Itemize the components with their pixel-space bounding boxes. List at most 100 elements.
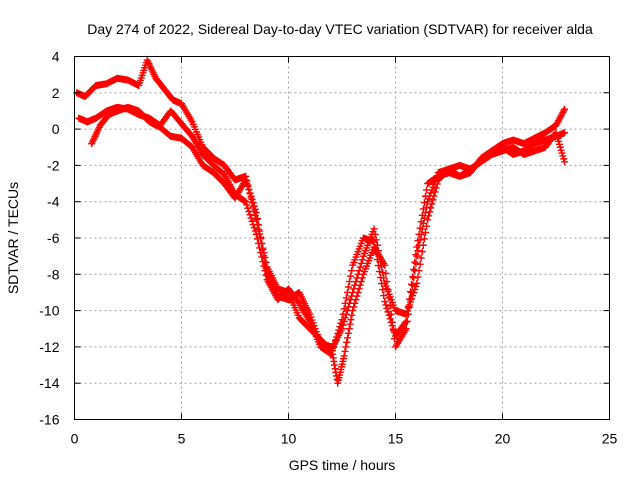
y-tick-label: -16 [39, 412, 59, 428]
data-point [332, 336, 340, 344]
data-point [387, 310, 395, 318]
data-point [355, 267, 363, 275]
data-point [245, 186, 253, 194]
data-point [260, 252, 268, 260]
data-point [331, 340, 339, 348]
x-tick-label: 20 [495, 431, 511, 447]
y-tick-label: -4 [47, 194, 60, 210]
data-point [340, 305, 348, 313]
data-point [409, 292, 417, 300]
data-point [246, 211, 254, 219]
data-point [258, 239, 266, 247]
data-point [253, 215, 261, 223]
x-tick-label: 0 [71, 431, 79, 447]
data-point [561, 105, 569, 113]
data-point [406, 296, 414, 304]
data-point [381, 261, 389, 269]
data-point [410, 265, 418, 273]
data-point [415, 241, 423, 249]
data-point [244, 182, 252, 190]
data-point [247, 214, 255, 222]
chart-title: Day 274 of 2022, Sidereal Day-to-day VTE… [87, 21, 593, 37]
data-point [429, 196, 437, 204]
data-point [356, 263, 364, 271]
x-tick-label: 15 [388, 431, 404, 447]
y-tick-label: 0 [52, 121, 60, 137]
data-point [417, 254, 425, 262]
data-point [250, 224, 258, 232]
data-point [386, 302, 394, 310]
data-point [351, 299, 359, 307]
data-point [411, 258, 419, 266]
data-point [247, 192, 255, 200]
data-point [410, 274, 418, 282]
data-point [345, 325, 353, 333]
data-point [343, 338, 351, 346]
data-point [341, 347, 349, 355]
data-point [420, 199, 428, 207]
y-tick-label: -2 [47, 157, 60, 173]
data-point [390, 335, 398, 343]
data-point [252, 216, 260, 224]
data-point [241, 197, 249, 205]
data-point [385, 294, 393, 302]
data-point [334, 329, 342, 337]
data-point [261, 258, 269, 266]
data-point [561, 129, 569, 137]
data-point [388, 318, 396, 326]
data-point [337, 319, 345, 327]
data-point [418, 248, 426, 256]
data-point [251, 205, 259, 213]
x-axis-label: GPS time / hours [289, 457, 396, 473]
data-point [371, 230, 379, 238]
data-point [418, 225, 426, 233]
y-tick-label: -14 [39, 375, 59, 391]
data-point [344, 329, 352, 337]
data-point [249, 199, 257, 207]
x-tick-labels: 0 5 10 15 20 25 [71, 431, 618, 447]
y-tick-labels: -16 -14 -12 -10 -8 -6 -4 -2 0 2 4 [39, 49, 59, 428]
data-point [252, 230, 260, 238]
data-point [411, 267, 419, 275]
data-point [257, 233, 265, 241]
y-tick-label: -6 [47, 230, 60, 246]
axis-ticks [74, 56, 610, 420]
x-tick-label: 5 [178, 431, 186, 447]
data-point [389, 327, 397, 335]
data-point [242, 176, 250, 184]
data-point [339, 310, 347, 318]
data-point [349, 307, 357, 315]
data-point [259, 246, 267, 254]
data-point [358, 256, 366, 264]
data-point [246, 189, 254, 197]
data-point [357, 278, 365, 286]
data-points [73, 56, 569, 387]
data-point [347, 316, 355, 324]
data-point [413, 279, 421, 287]
data-point [408, 288, 416, 296]
series-track-a [73, 56, 569, 355]
data-point [250, 202, 258, 210]
data-point [428, 200, 436, 208]
data-point [342, 343, 350, 351]
data-point [414, 247, 422, 255]
data-point [420, 214, 428, 222]
data-point [417, 230, 425, 238]
data-point [248, 196, 256, 204]
data-point [342, 294, 350, 302]
data-point [344, 334, 352, 342]
data-point [412, 282, 420, 290]
data-point [256, 227, 264, 235]
y-tick-label: -12 [39, 339, 59, 355]
data-point [262, 264, 270, 272]
grid [74, 56, 610, 420]
data-point [421, 229, 429, 237]
data-point [386, 315, 394, 323]
data-point [423, 203, 431, 211]
data-point [404, 310, 412, 318]
data-point [346, 320, 354, 328]
data-point [382, 301, 390, 309]
data-point [358, 274, 366, 282]
data-point [340, 352, 348, 360]
